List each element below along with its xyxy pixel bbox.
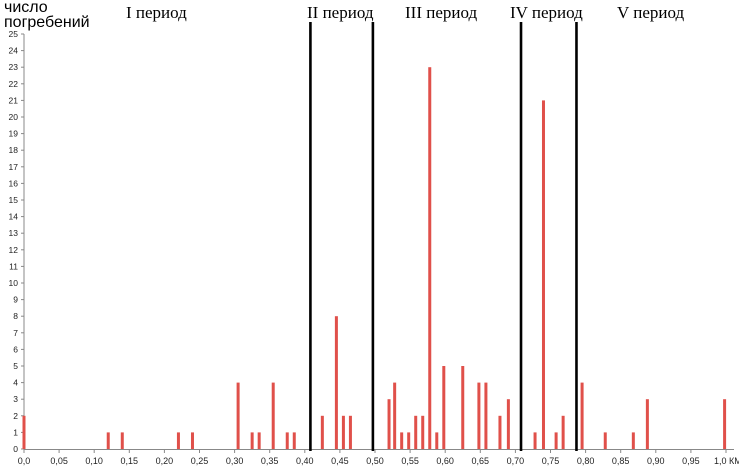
- x-tick-label: 0,65: [472, 456, 490, 466]
- y-tick-label: 5: [13, 361, 18, 371]
- bar: [580, 382, 584, 449]
- bar: [421, 415, 425, 449]
- bar: [320, 415, 324, 449]
- bar: [435, 432, 439, 449]
- y-tick-label: 25: [9, 29, 19, 39]
- bar: [442, 366, 446, 449]
- y-tick-label: 7: [13, 328, 18, 338]
- x-tick-label: 0,85: [612, 456, 630, 466]
- x-tick-label: 0,05: [50, 456, 68, 466]
- y-tick-label: 14: [9, 212, 19, 222]
- bar: [334, 316, 338, 449]
- y-tick-label: 2: [13, 411, 18, 421]
- period-label-4: IV период: [510, 3, 583, 22]
- bar: [533, 432, 537, 449]
- bar: [541, 100, 545, 450]
- bar: [257, 432, 261, 449]
- y-tick-label: 6: [13, 344, 18, 354]
- x-tick-label: 0,0: [18, 456, 31, 466]
- bar: [348, 415, 352, 449]
- bar: [723, 399, 727, 449]
- x-tick-label: 0,75: [542, 456, 560, 466]
- bar: [498, 415, 502, 449]
- y-axis-label-line1: число: [4, 0, 48, 16]
- y-tick-label: 20: [9, 112, 19, 122]
- bar: [484, 382, 488, 449]
- bar: [645, 399, 649, 449]
- y-tick-label: 1: [13, 427, 18, 437]
- x-tick-label: 1,0 КМ: [714, 456, 739, 466]
- bar: [190, 432, 194, 449]
- bar: [292, 432, 296, 449]
- y-tick-label: 24: [9, 46, 19, 56]
- bar: [414, 415, 418, 449]
- y-tick-label: 21: [9, 95, 19, 105]
- y-tick-label: 11: [9, 261, 18, 271]
- x-tick-label: 0,40: [296, 456, 314, 466]
- bar: [400, 432, 404, 449]
- x-tick-label: 0,35: [261, 456, 279, 466]
- x-tick-label: 0,55: [401, 456, 419, 466]
- bar: [477, 382, 481, 449]
- x-tick-label: 0,70: [507, 456, 525, 466]
- y-tick-label: 15: [9, 195, 19, 205]
- x-tick-label: 0,95: [682, 456, 700, 466]
- period-label-2: II период: [307, 3, 374, 22]
- x-tick-label: 0,60: [436, 456, 454, 466]
- period-label-5: V период: [617, 3, 685, 22]
- bar: [506, 399, 510, 449]
- y-axis-label-line2: погребений: [4, 14, 90, 31]
- bar: [176, 432, 180, 449]
- y-tick-label: 23: [9, 62, 19, 72]
- x-tick-label: 0,10: [85, 456, 103, 466]
- bar: [603, 432, 607, 449]
- bar: [236, 382, 240, 449]
- y-tick-label: 18: [9, 145, 19, 155]
- y-tick-label: 3: [13, 394, 18, 404]
- bar: [407, 432, 411, 449]
- x-tick-label: 0,80: [577, 456, 595, 466]
- bar: [561, 415, 565, 449]
- bar: [106, 432, 110, 449]
- x-tick-label: 0,30: [226, 456, 244, 466]
- y-tick-label: 17: [9, 162, 19, 172]
- bar: [271, 382, 275, 449]
- bar: [341, 415, 345, 449]
- bar: [631, 432, 635, 449]
- x-tick-label: 0,20: [156, 456, 174, 466]
- bar: [387, 399, 391, 449]
- x-tick-label: 0,45: [331, 456, 349, 466]
- bar: [120, 432, 124, 449]
- y-tick-label: 19: [9, 129, 19, 139]
- y-tick-label: 10: [9, 278, 19, 288]
- bar: [393, 382, 397, 449]
- y-tick-label: 22: [9, 79, 19, 89]
- bar: [461, 366, 465, 449]
- x-tick-label: 0,25: [191, 456, 209, 466]
- bar: [554, 432, 558, 449]
- x-tick-label: 0,15: [121, 456, 139, 466]
- y-tick-label: 4: [13, 378, 18, 388]
- y-tick-label: 9: [13, 295, 18, 305]
- x-tick-label: 0,90: [647, 456, 665, 466]
- y-tick-label: 13: [9, 228, 19, 238]
- y-tick-label: 0: [13, 444, 18, 454]
- period-label-1: I период: [126, 3, 187, 22]
- bar: [285, 432, 289, 449]
- x-tick-label: 0,50: [366, 456, 384, 466]
- period-label-3: III период: [405, 3, 478, 22]
- y-tick-label: 16: [9, 178, 19, 188]
- bar: [250, 432, 254, 449]
- y-tick-label: 12: [9, 245, 19, 255]
- bar: [428, 67, 432, 449]
- y-axis-label: число погребений: [4, 0, 90, 31]
- y-tick-label: 8: [13, 311, 18, 321]
- bar: [22, 415, 26, 449]
